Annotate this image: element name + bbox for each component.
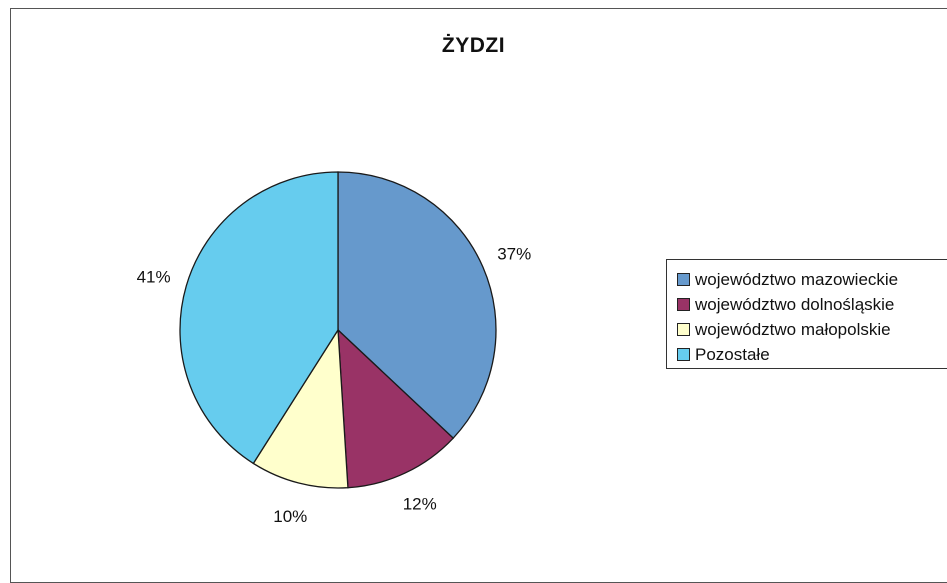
- pie-data-label-3: 10%: [273, 507, 307, 526]
- pie-slice-3: [252, 327, 349, 489]
- legend-swatch-2: [677, 298, 690, 311]
- legend-item-4: Pozostałe: [677, 342, 947, 367]
- pie-slice-1: [337, 171, 497, 440]
- legend-swatch-4: [677, 348, 690, 361]
- pie-data-label-2: 12%: [403, 495, 437, 514]
- legend-swatch-1: [677, 273, 690, 286]
- legend-item-3: województwo małopolskie: [677, 317, 947, 342]
- legend-label-2: województwo dolnośląskie: [695, 294, 895, 314]
- pie-data-label-4: 41%: [137, 267, 171, 286]
- chart-legend: województwo mazowieckie województwo dolno…: [666, 259, 947, 369]
- pie-labels: 37% 12% 10% 41%: [137, 245, 532, 526]
- legend-label-1: województwo mazowieckie: [695, 269, 899, 289]
- pie-data-label-1: 37%: [497, 245, 531, 264]
- pie-slices: [179, 171, 497, 489]
- legend-item-1: województwo mazowieckie: [677, 267, 947, 292]
- legend-item-2: województwo dolnośląskie: [677, 292, 947, 317]
- pie-slice-4: [179, 171, 339, 465]
- legend-swatch-3: [677, 323, 690, 336]
- legend-label-3: województwo małopolskie: [695, 319, 891, 339]
- legend-label-4: Pozostałe: [695, 344, 770, 364]
- chart-title: ŻYDZI: [441, 34, 506, 57]
- pie-slice-2: [337, 328, 455, 489]
